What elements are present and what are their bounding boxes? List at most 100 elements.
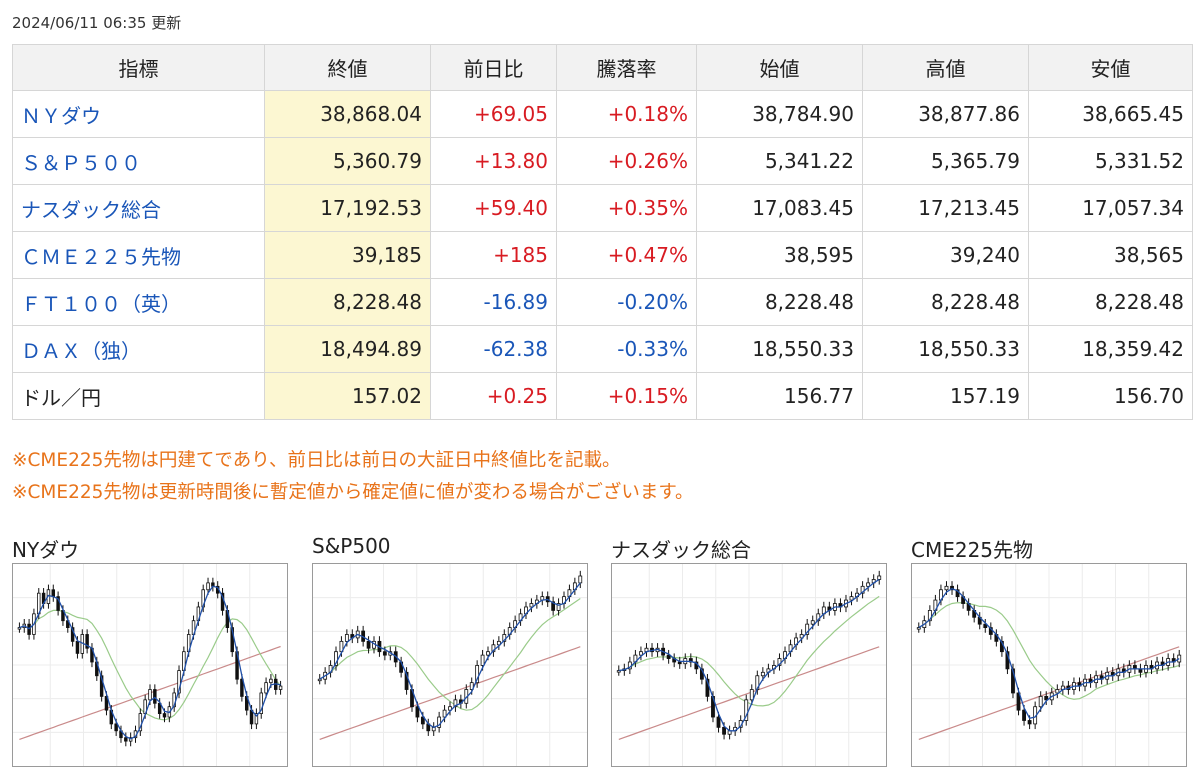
candle-body [404, 671, 409, 690]
candle-body [254, 713, 259, 725]
header-index: 指標 [12, 44, 265, 91]
chart-title-sp500[interactable]: S&P500 [312, 534, 391, 558]
mid-ma-line [618, 595, 880, 707]
low-value: 17,057.34 [1028, 184, 1193, 232]
close-value: 8,228.48 [264, 278, 431, 326]
candle-body [442, 709, 447, 718]
table-row: ＤＡＸ（独） 18,494.89 -62.38 -0.33% 18,550.33 18,5… [12, 325, 1193, 373]
chart-cme225[interactable] [911, 563, 1187, 767]
header-change: 前日比 [430, 44, 557, 91]
candle-body [382, 651, 387, 656]
candle-body [259, 692, 263, 715]
low-value: 5,331.52 [1028, 137, 1193, 185]
short-ma-line [618, 578, 880, 732]
table-row: ドル／円 157.02 +0.25 +0.15% 156.77 157.19 156.70 [12, 372, 1193, 420]
candle-body [1177, 654, 1182, 663]
candle-body [810, 620, 815, 625]
candle-body [114, 723, 118, 732]
candle-body [866, 582, 871, 587]
short-ma-line [918, 587, 1180, 719]
header-close: 終値 [264, 44, 431, 91]
index-name[interactable]: ＣＭＥ２２５先物 [12, 231, 265, 279]
header-low: 安値 [1028, 44, 1193, 91]
candle-body [475, 665, 480, 684]
candle-body [75, 640, 80, 654]
chart-nydow[interactable] [12, 563, 288, 767]
index-name[interactable]: ＦＴ１００（英） [12, 278, 265, 326]
candle-body [551, 601, 556, 611]
index-name[interactable]: Ｓ＆Ｐ５００ [12, 137, 265, 185]
candle-body [1038, 695, 1043, 708]
candle-body [177, 670, 181, 694]
candle-body [480, 654, 485, 666]
candle-body [344, 634, 349, 642]
candle-body [760, 671, 765, 677]
close-value: 17,192.53 [264, 184, 431, 232]
candle-body [334, 651, 338, 666]
long-ma-line [618, 646, 880, 740]
chart-title-nasdaq[interactable]: ナスダック総合 [611, 538, 751, 562]
high-value: 18,550.33 [862, 325, 1029, 373]
low-value: 8,228.48 [1028, 278, 1193, 326]
close-value: 5,360.79 [264, 137, 431, 185]
close-value: 38,868.04 [264, 90, 431, 138]
candle-body [469, 682, 474, 690]
chart-title-nydow[interactable]: NYダウ [12, 538, 80, 562]
candle-body [240, 678, 244, 697]
close-value: 39,185 [264, 231, 431, 279]
candle-body [639, 651, 643, 656]
open-value: 38,595 [696, 231, 863, 279]
candle-body [415, 706, 420, 718]
note-cme-provisional: ※CME225先物は更新時間後に暫定値から確定値に値が変わる場合がございます。 [12, 482, 694, 503]
long-ma-line [319, 646, 581, 740]
high-value: 157.19 [862, 372, 1029, 420]
change-value: +0.25 [430, 372, 557, 420]
candle-body [99, 675, 104, 697]
chart-sp500[interactable] [312, 563, 588, 767]
candle-body [616, 670, 621, 673]
index-name[interactable]: ＮＹダウ [12, 90, 265, 138]
open-value: 8,228.48 [696, 278, 863, 326]
candle-body [1055, 689, 1060, 694]
candle-body [148, 689, 152, 701]
open-value: 17,083.45 [696, 184, 863, 232]
candle-body [162, 713, 167, 718]
chart-title-cme225[interactable]: CME225先物 [911, 538, 1034, 562]
rate-value: +0.15% [556, 372, 697, 420]
candle-body [927, 610, 932, 622]
low-value: 18,359.42 [1028, 325, 1193, 373]
candle-body [486, 651, 490, 656]
chart-nasdaq[interactable] [611, 563, 887, 767]
candle-body [983, 623, 988, 628]
high-value: 17,213.45 [862, 184, 1029, 232]
candle-body [453, 699, 458, 708]
high-value: 8,228.48 [862, 278, 1029, 326]
short-ma-line [319, 582, 581, 729]
table-row: ナスダック総合 17,192.53 +59.40 +0.35% 17,083.45 17,… [12, 184, 1193, 232]
table-row: ＦＴ１００（英） 8,228.48 -16.89 -0.20% 8,228.48 8,22… [12, 278, 1193, 326]
close-value: 18,494.89 [264, 325, 431, 373]
change-value: -62.38 [430, 325, 557, 373]
candle-body [448, 706, 452, 711]
index-name[interactable]: ナスダック総合 [12, 184, 265, 232]
candle-body [529, 603, 534, 608]
low-value: 156.70 [1028, 372, 1193, 420]
candle-body [716, 716, 721, 728]
table-row: ＣＭＥ２２５先物 39,185 +185 +0.47% 38,595 39,240 38,5… [12, 231, 1193, 279]
high-value: 5,365.79 [862, 137, 1029, 185]
market-index-table: 指標 終値 前日比 騰落率 始値 高値 安値 ＮＹダウ 38,868.04 +69.… [12, 44, 1193, 420]
open-value: 5,341.22 [696, 137, 863, 185]
candle-body [1027, 720, 1032, 725]
header-high: 高値 [862, 44, 1029, 91]
candle-body [805, 623, 810, 635]
candle-body [578, 575, 583, 584]
short-ma-line [19, 585, 281, 740]
candle-body [1044, 695, 1049, 701]
candle-body [104, 695, 109, 711]
candle-body [744, 699, 749, 721]
index-name[interactable]: ＤＡＸ（独） [12, 325, 265, 373]
rate-value: -0.20% [556, 278, 697, 326]
candle-body [944, 585, 949, 591]
change-value: -16.89 [430, 278, 557, 326]
open-value: 156.77 [696, 372, 863, 420]
